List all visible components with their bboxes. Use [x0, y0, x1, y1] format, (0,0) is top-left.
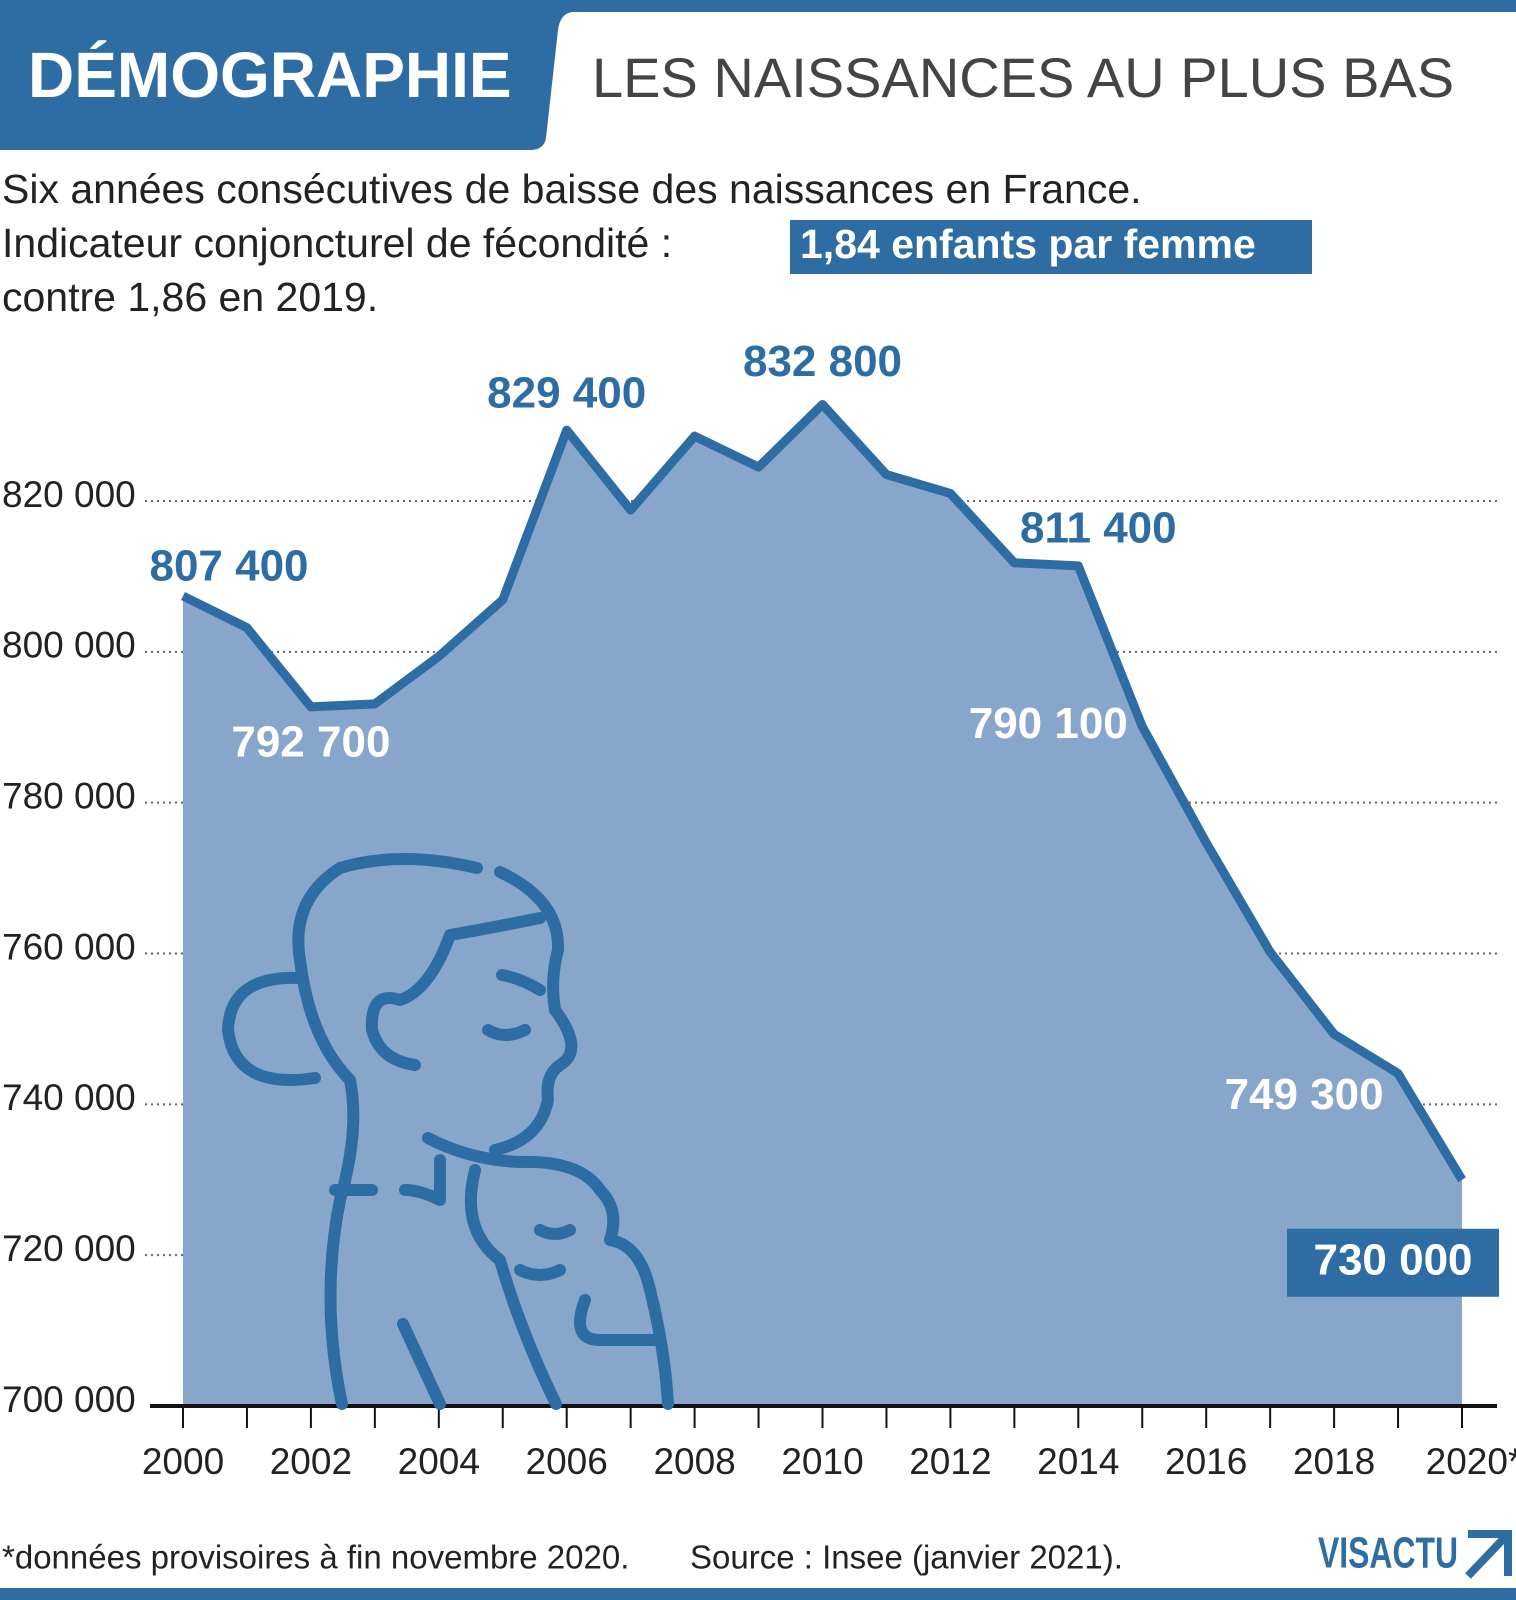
y-tick-label: 740 000 [2, 1077, 136, 1118]
x-tick-label: 2020* [1426, 1441, 1516, 1482]
logo: VISACTU [1318, 1529, 1458, 1578]
y-tick-label: 820 000 [2, 474, 136, 515]
bottom-bar [0, 1588, 1516, 1600]
data-label: 792 700 [231, 718, 390, 767]
subtitle: Indicateur conjoncturel de fécondité : [2, 220, 672, 266]
x-tick-label: 2002 [270, 1441, 352, 1482]
subtitle-highlight: 1,84 enfants par femme [800, 221, 1256, 267]
tag-box [0, 12, 572, 150]
plot: 700 000 720 000 740 000 760 000 780 000 800 0… [2, 337, 1516, 1482]
data-label: 730 000 [1313, 1235, 1472, 1284]
logo-mark [1465, 1530, 1512, 1579]
data-label: 832 800 [743, 337, 902, 386]
y-tick-label: 800 000 [2, 625, 136, 666]
x-tick-label: 2014 [1037, 1441, 1119, 1482]
y-tick-label: 760 000 [2, 926, 136, 967]
header-tag: DÉMOGRAPHIE [28, 39, 512, 111]
data-label: 790 100 [969, 699, 1128, 748]
data-label: 749 300 [1225, 1070, 1384, 1119]
x-tick-label: 2016 [1165, 1441, 1247, 1482]
highlight-box [790, 220, 1312, 274]
subtitle: contre 1,86 en 2019. [2, 274, 378, 320]
data-label: 829 400 [487, 369, 646, 418]
data-label: 807 400 [149, 542, 308, 591]
x-tick-label: 2008 [653, 1441, 735, 1482]
area [183, 404, 1462, 1406]
x-tick-label: 2018 [1293, 1441, 1375, 1482]
x-tick-label: 2006 [526, 1441, 608, 1482]
header-title: LES NAISSANCES AU PLUS BAS [592, 46, 1454, 109]
x-tick-label: 2010 [781, 1441, 863, 1482]
data-label: 811 400 [1020, 503, 1177, 552]
line [181, 399, 1466, 1183]
y-tick-label: 780 000 [2, 775, 136, 816]
y-tick-label: 700 000 [2, 1379, 136, 1420]
footnote: *données provisoires à fin novembre 2020… [2, 1539, 629, 1576]
y-tick-label: 720 000 [2, 1228, 136, 1269]
subtitle: Six années consécutives de baisse des na… [2, 166, 1142, 212]
label-box [1287, 1228, 1499, 1297]
x-tick-label: 2004 [398, 1441, 480, 1482]
x-tick-label: 2000 [142, 1441, 224, 1482]
illustration [222, 853, 674, 1410]
source: Source : Insee (janvier 2021). [690, 1539, 1123, 1576]
top-bar [0, 0, 1516, 12]
x-tick-label: 2012 [909, 1441, 991, 1482]
